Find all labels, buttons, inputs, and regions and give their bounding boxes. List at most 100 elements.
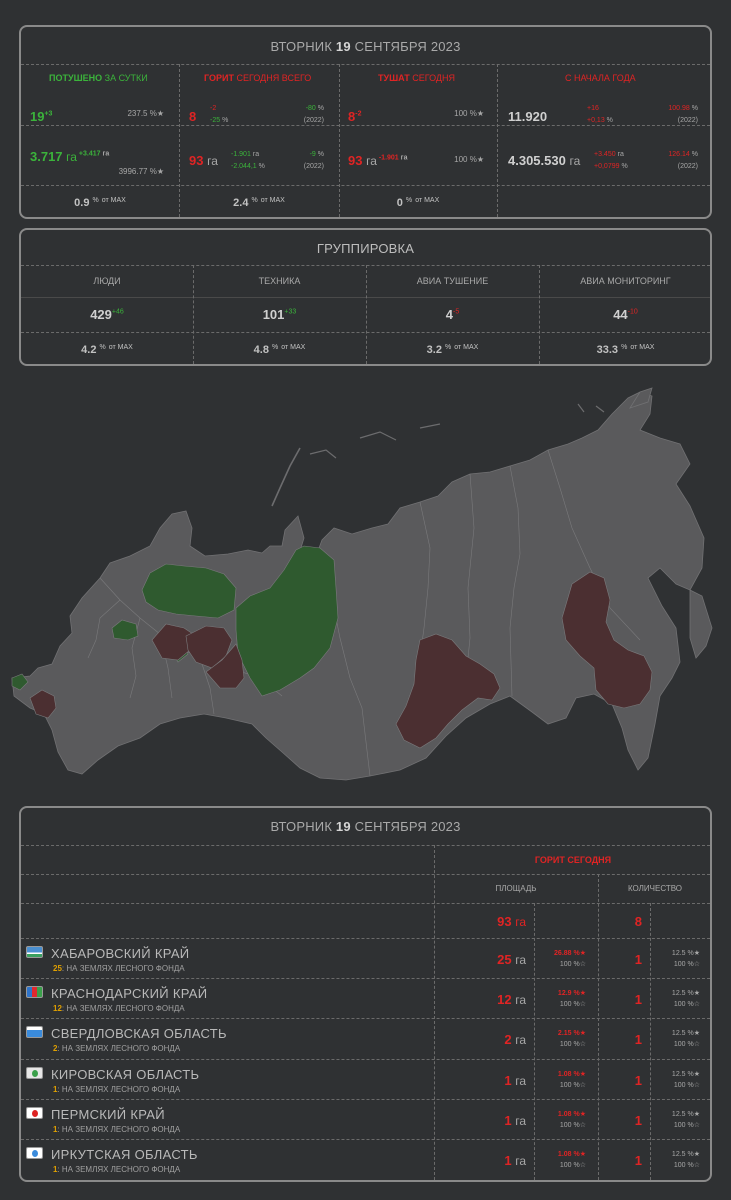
region-count-local: 100 %☆ (673, 1162, 700, 1169)
region-flag-icon (26, 946, 43, 958)
divider (21, 332, 710, 333)
region-name[interactable]: ХАБАРОВСКИЙ КРАЙ (51, 946, 190, 961)
total-area: 93 га (497, 914, 526, 929)
panel-date-title: ВТОРНИК 19 СЕНТЯБРЯ 2023 (270, 39, 461, 54)
map-region-burning-khabarovsk[interactable] (561, 571, 653, 709)
region-count-local: 100 %☆ (673, 1082, 700, 1089)
region-name[interactable]: ПЕРМСКИЙ КРАЙ (51, 1107, 165, 1122)
map-region-burning-irkutsk[interactable] (395, 633, 501, 749)
region-count-local: 100 %☆ (673, 1041, 700, 1048)
summary-panel: ВТОРНИК 19 СЕНТЯБРЯ 2023 ПОТУШЕНО ЗА СУТ… (19, 25, 712, 219)
divider (21, 1139, 710, 1140)
region-area-local: 100 %☆ (559, 961, 586, 968)
burning-count-year: (2022) (303, 117, 324, 124)
region-name[interactable]: КИРОВСКАЯ ОБЛАСТЬ (51, 1067, 200, 1082)
aviation-fighting-label: АВИА ТУШЕНИЕ (416, 276, 489, 286)
region-area-share: 1.08 %★ (557, 1111, 586, 1118)
map-region-burning-krasnodar[interactable] (29, 689, 57, 719)
region-flag-emblem (32, 1110, 38, 1117)
divider (179, 64, 180, 217)
map-region-base[interactable] (629, 387, 653, 409)
extinguished-area: 3.717 га +3.417 га (30, 149, 110, 164)
map-region-extinguished[interactable] (141, 563, 237, 619)
region-area-local: 100 %☆ (559, 1001, 586, 1008)
aviation-monitoring-value: 44-10 (613, 307, 638, 322)
people-label: ЛЮДИ (93, 276, 121, 286)
region-area: 12 га (497, 992, 526, 1007)
equipment-of-max: 4.8 % от MAX (253, 344, 306, 356)
region-area-local: 100 %☆ (559, 1082, 586, 1089)
header-fighting: ТУШАТ СЕГОДНЯ (378, 73, 455, 83)
burning-area-delta2: -2.044,1 % (231, 163, 265, 170)
map-region-extinguished[interactable] (11, 673, 29, 691)
region-forest-note: 1: НА ЗЕМЛЯХ ЛЕСНОГО ФОНДА (53, 1085, 181, 1094)
region-area-share: 1.08 %★ (557, 1071, 586, 1078)
region-count: 1 (634, 1032, 642, 1047)
burning-of-max: 2.4 % от MAX (233, 197, 285, 209)
burning-count-delta2: -25 % (210, 117, 229, 124)
region-count-share: 12.5 %★ (671, 1111, 700, 1118)
map-region-base[interactable] (11, 391, 705, 781)
divider (339, 64, 340, 217)
russia-fire-map[interactable] (0, 378, 731, 793)
map-highlight-regions (11, 545, 653, 749)
region-flag-icon (26, 986, 43, 998)
extinguished-area-pct: 3996.77 %★ (118, 167, 164, 176)
burning-area-yoy: -9 % (309, 151, 324, 158)
region-area: 1 га (504, 1073, 526, 1088)
region-area-local: 100 %☆ (559, 1041, 586, 1048)
map-region-base[interactable] (309, 403, 605, 459)
divider (21, 265, 710, 266)
map-region-extinguished[interactable] (111, 619, 139, 641)
grouping-panel: ГРУППИРОВКА ЛЮДИ ТЕХНИКА АВИА ТУШЕНИЕ АВ… (19, 228, 712, 366)
map-region-base[interactable] (689, 589, 713, 659)
people-of-max: 4.2 % от MAX (81, 344, 133, 356)
region-forest-note: 2: НА ЗЕМЛЯХ ЛЕСНОГО ФОНДА (53, 1044, 181, 1053)
burning-today-header: ГОРИТ СЕГОДНЯ (534, 855, 612, 865)
burning-count-delta1: -2 (210, 105, 217, 112)
ytd-area-delta2: +0,0799 % (594, 163, 628, 170)
region-area: 2 га (504, 1032, 526, 1047)
table-date-title: ВТОРНИК 19 СЕНТЯБРЯ 2023 (270, 819, 461, 834)
map-region-extinguished[interactable] (235, 545, 339, 697)
area-column-header: ПЛОЩАДЬ (495, 884, 537, 893)
divider (539, 265, 540, 364)
divider (598, 874, 599, 1180)
map-region-burning-sverdlovsk[interactable] (205, 643, 245, 689)
map-region-base[interactable] (271, 447, 301, 507)
region-flag-icon (26, 1067, 43, 1079)
count-column-header: КОЛИЧЕСТВО (627, 884, 683, 893)
grouping-title: ГРУППИРОВКА (316, 241, 415, 256)
region-area: 1 га (504, 1113, 526, 1128)
region-count-local: 100 %☆ (673, 1122, 700, 1129)
region-count: 1 (634, 1153, 642, 1168)
region-count: 1 (634, 992, 642, 1007)
burning-count: 8 (189, 109, 197, 124)
map-base (11, 387, 713, 781)
header-extinguished: ПОТУШЕНО ЗА СУТКИ (49, 73, 148, 83)
ytd-area-delta1: +3.450 га (594, 151, 624, 158)
region-count-share: 12.5 %★ (671, 1151, 700, 1158)
burning-count-yoy: -80 % (305, 105, 324, 112)
total-count: 8 (634, 914, 642, 929)
region-count: 1 (634, 1113, 642, 1128)
region-name[interactable]: СВЕРДЛОВСКАЯ ОБЛАСТЬ (51, 1026, 227, 1041)
aviation-fighting-of-max: 3.2 % от MAX (426, 344, 479, 356)
region-forest-note: 12: НА ЗЕМЛЯХ ЛЕСНОГО ФОНДА (53, 1004, 185, 1013)
aviation-fighting-value: 4-5 (445, 307, 460, 322)
region-name[interactable]: КРАСНОДАРСКИЙ КРАЙ (51, 986, 208, 1001)
ytd-area-year: (2022) (677, 163, 698, 170)
region-area-local: 100 %☆ (559, 1162, 586, 1169)
region-count-local: 100 %☆ (673, 961, 700, 968)
region-flag-icon (26, 1107, 43, 1119)
burning-area-year: (2022) (303, 163, 324, 170)
divider (497, 64, 498, 217)
region-name[interactable]: ИРКУТСКАЯ ОБЛАСТЬ (51, 1147, 198, 1162)
region-count: 1 (634, 952, 642, 967)
regions-table-panel: ВТОРНИК 19 СЕНТЯБРЯ 2023 ГОРИТ СЕГОДНЯ П… (19, 806, 712, 1182)
divider (21, 64, 710, 65)
header-burning-total: ГОРИТ СЕГОДНЯ ВСЕГО (204, 73, 312, 83)
fighting-count: 8-2 (348, 109, 362, 124)
ytd-count-year: (2022) (677, 117, 698, 124)
divider (21, 185, 710, 186)
